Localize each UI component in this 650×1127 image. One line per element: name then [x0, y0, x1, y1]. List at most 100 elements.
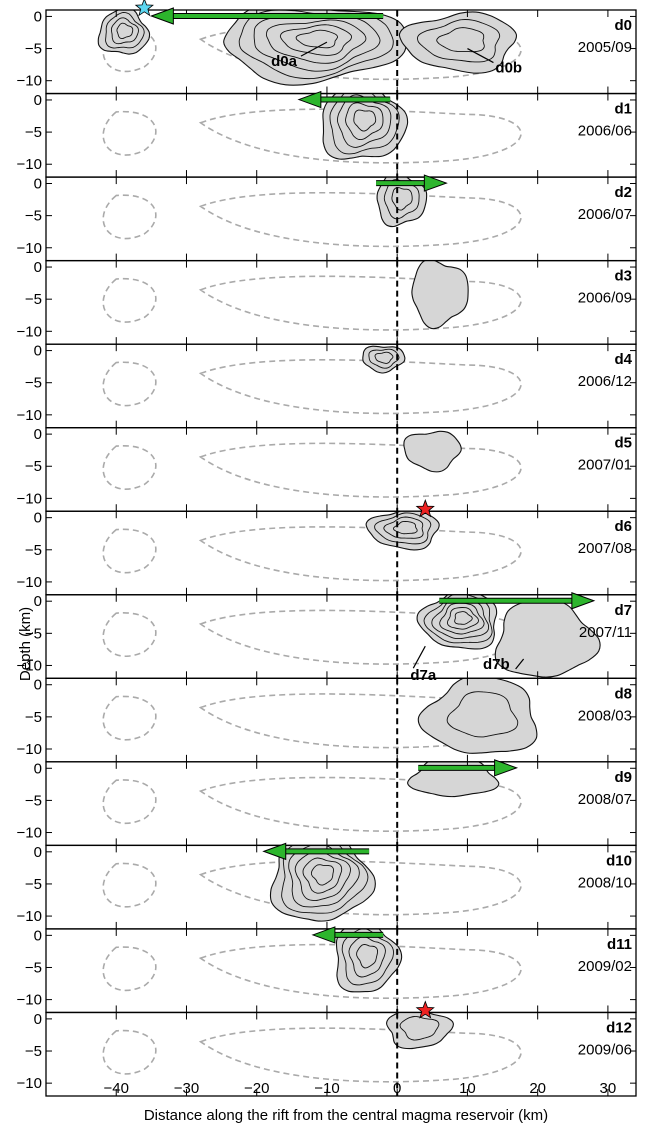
panel-d9: 0 −5 −10 d9 2008/07: [17, 759, 637, 847]
panel-plot-area: [102, 1012, 522, 1096]
reference-outline-main: [198, 442, 522, 498]
event-star-marker: [134, 0, 154, 17]
contour-d4-0-0: [362, 345, 406, 374]
reference-outline-west: [102, 110, 157, 156]
panel-stack: 0 −5 −10 d0 2005/09 d0a d0b 0 −5 −10 d1 2006/06 0 −5 −…: [17, 0, 637, 1097]
contour-d0-1-5: [295, 29, 339, 49]
panel-frame: [45, 259, 637, 345]
panel-frame: [45, 1011, 637, 1097]
panel-d5: 0 −5 −10 d5 2007/01: [17, 426, 637, 512]
panel-id-label: d11: [607, 936, 632, 953]
panel-date-label: 2006/09: [578, 290, 632, 307]
panel-id-label: d7: [614, 602, 632, 619]
panel-id-label: d3: [614, 268, 632, 285]
y-tick-label: −10: [17, 1075, 42, 1092]
panel-frame: [45, 761, 637, 847]
panel-plot-area: [102, 928, 522, 1013]
panel-d7: 0 −5 −10 d7 2007/11 d7a d7b: [17, 592, 637, 684]
y-tick-label: 0: [34, 593, 42, 610]
contour-d0-0-1: [105, 11, 145, 49]
y-tick-label: 0: [34, 760, 42, 777]
reference-outline-west: [102, 779, 157, 825]
y-tick-label: −5: [25, 876, 42, 893]
panel-plot-area: [97, 10, 522, 94]
panel-date-label: 2006/07: [578, 206, 632, 223]
panel-id-label: d1: [614, 101, 632, 118]
y-tick-label: −5: [25, 625, 42, 642]
y-tick-label: 0: [34, 844, 42, 861]
y-tick-label: −10: [17, 323, 42, 340]
panel-d3: 0 −5 −10 d3 2006/09: [17, 259, 637, 345]
panel-id-label: d8: [614, 685, 632, 702]
panel-d0: 0 −5 −10 d0 2005/09 d0a d0b: [17, 0, 637, 95]
contour-d0-2-0: [398, 11, 518, 74]
x-tick-label: −20: [244, 1080, 269, 1097]
panel-date-label: 2009/06: [578, 1041, 632, 1058]
reference-outline-west: [102, 1029, 157, 1075]
contour-d5-0-0: [403, 430, 462, 473]
annotation-label-d7b: d7b: [483, 656, 510, 673]
x-tick-label: −10: [314, 1080, 339, 1097]
y-tick-label: −5: [25, 375, 42, 392]
x-tick-label: 0: [393, 1080, 401, 1097]
y-tick-label: −5: [25, 709, 42, 726]
panel-date-label: 2008/10: [578, 874, 632, 891]
y-tick-label: −10: [17, 908, 42, 925]
reference-outline-main: [198, 609, 522, 665]
panel-frame: [45, 510, 637, 596]
contour-d0-2-1: [417, 19, 501, 63]
y-tick-label: −10: [17, 825, 42, 842]
contour-d10-0-5: [310, 864, 334, 886]
annotation-leader: [515, 658, 525, 670]
panel-plot-area: [102, 177, 522, 261]
reference-outline-west: [102, 194, 157, 240]
annotation-leader: [300, 41, 328, 57]
y-tick-label: −10: [17, 240, 42, 257]
reference-outline-west: [102, 528, 157, 574]
contour-d7-1-0: [494, 599, 601, 678]
x-tick-label: 10: [459, 1080, 476, 1097]
y-tick-label: −5: [25, 458, 42, 475]
reference-outline-west: [102, 278, 157, 323]
event-star-marker: [415, 499, 435, 518]
contour-d10-0-3: [294, 850, 351, 902]
contour-d11-0-0: [335, 928, 403, 993]
contour-d6-0-1: [374, 512, 432, 545]
panel-id-label: d6: [614, 518, 632, 535]
y-tick-label: −10: [17, 490, 42, 507]
contour-d7-0-4: [447, 607, 479, 630]
panel-d11: 0 −5 −10 d11 2009/02: [17, 926, 637, 1014]
panel-frame: [45, 343, 637, 429]
x-tick-label: 20: [529, 1080, 546, 1097]
y-tick-label: −10: [17, 574, 42, 591]
reference-outline-main: [198, 359, 522, 415]
annotation-leader: [467, 48, 494, 64]
panel-id-label: d9: [614, 769, 632, 786]
panel-d12: 0 −5 −10 d12 2009/06: [17, 1000, 637, 1097]
contour-d10-0-1: [281, 845, 369, 914]
panel-frame: [45, 677, 637, 763]
panel-plot-area: [102, 678, 538, 762]
contour-d0-1-3: [265, 19, 367, 64]
reference-outline-main: [198, 191, 522, 248]
reference-outline-main: [198, 776, 522, 832]
y-tick-label: −10: [17, 657, 42, 674]
panel-d6: 0 −5 −10 d6 2007/08: [17, 499, 637, 596]
panel-d2: 0 −5 −10 d2 2006/07: [17, 174, 637, 262]
panel-date-label: 2008/07: [578, 791, 632, 808]
contour-d2-0-2: [391, 187, 413, 211]
y-tick-label: −10: [17, 73, 42, 90]
y-tick-label: −5: [25, 959, 42, 976]
panel-d10: 0 −5 −10 d10 2008/10: [17, 842, 637, 930]
panel-plot-area: [102, 761, 522, 846]
panel-plot-area: [102, 93, 522, 178]
y-tick-label: 0: [34, 426, 42, 443]
reference-outline-main: [198, 1027, 522, 1083]
y-tick-label: −10: [17, 992, 42, 1009]
contour-d0-2-2: [436, 27, 485, 53]
migration-arrow-head: [423, 174, 448, 192]
annotation-leader: [412, 645, 426, 669]
panel-date-label: 2008/03: [578, 707, 632, 724]
panel-plot-area: [102, 344, 522, 428]
contour-d8-0-0: [417, 678, 538, 754]
